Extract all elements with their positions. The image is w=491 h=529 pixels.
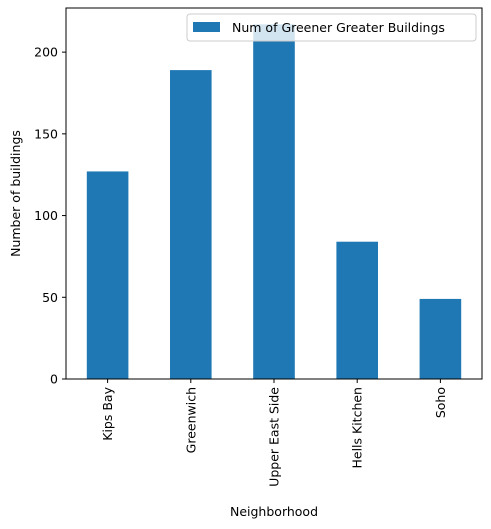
y-tick-label: 200	[34, 45, 58, 60]
legend: Num of Greener Greater Buildings	[186, 13, 477, 42]
x-tick-label: Hells Kitchen	[350, 387, 365, 469]
legend-label: Num of Greener Greater Buildings	[232, 20, 445, 35]
legend-frame	[186, 13, 477, 42]
x-tick-label: Soho	[433, 387, 448, 418]
y-tick-label: 150	[34, 126, 58, 141]
y-axis-ticks: 0 50 100 150 200	[34, 45, 66, 387]
bar-upper-east-side	[253, 24, 295, 379]
x-tick-label: Upper East Side	[267, 387, 282, 487]
y-tick-label: 100	[34, 208, 58, 223]
y-tick-label: 50	[42, 290, 58, 305]
legend-swatch	[193, 22, 220, 32]
bar-greenwich	[170, 70, 212, 380]
y-tick-label: 0	[50, 372, 58, 387]
bar-kips-bay	[86, 171, 129, 379]
x-axis-ticks: Kips Bay Greenwich Upper East Side Hells Ki…	[100, 379, 448, 487]
bars-group	[86, 24, 462, 380]
x-axis-label: Neighborhood	[230, 504, 318, 519]
bar-soho	[419, 298, 462, 379]
y-axis-label: Number of buildings	[8, 130, 23, 257]
plot-frame	[65, 7, 483, 380]
bar-hells-kitchen	[336, 241, 378, 379]
x-tick-label: Kips Bay	[100, 386, 115, 440]
x-tick-label: Greenwich	[183, 387, 198, 453]
